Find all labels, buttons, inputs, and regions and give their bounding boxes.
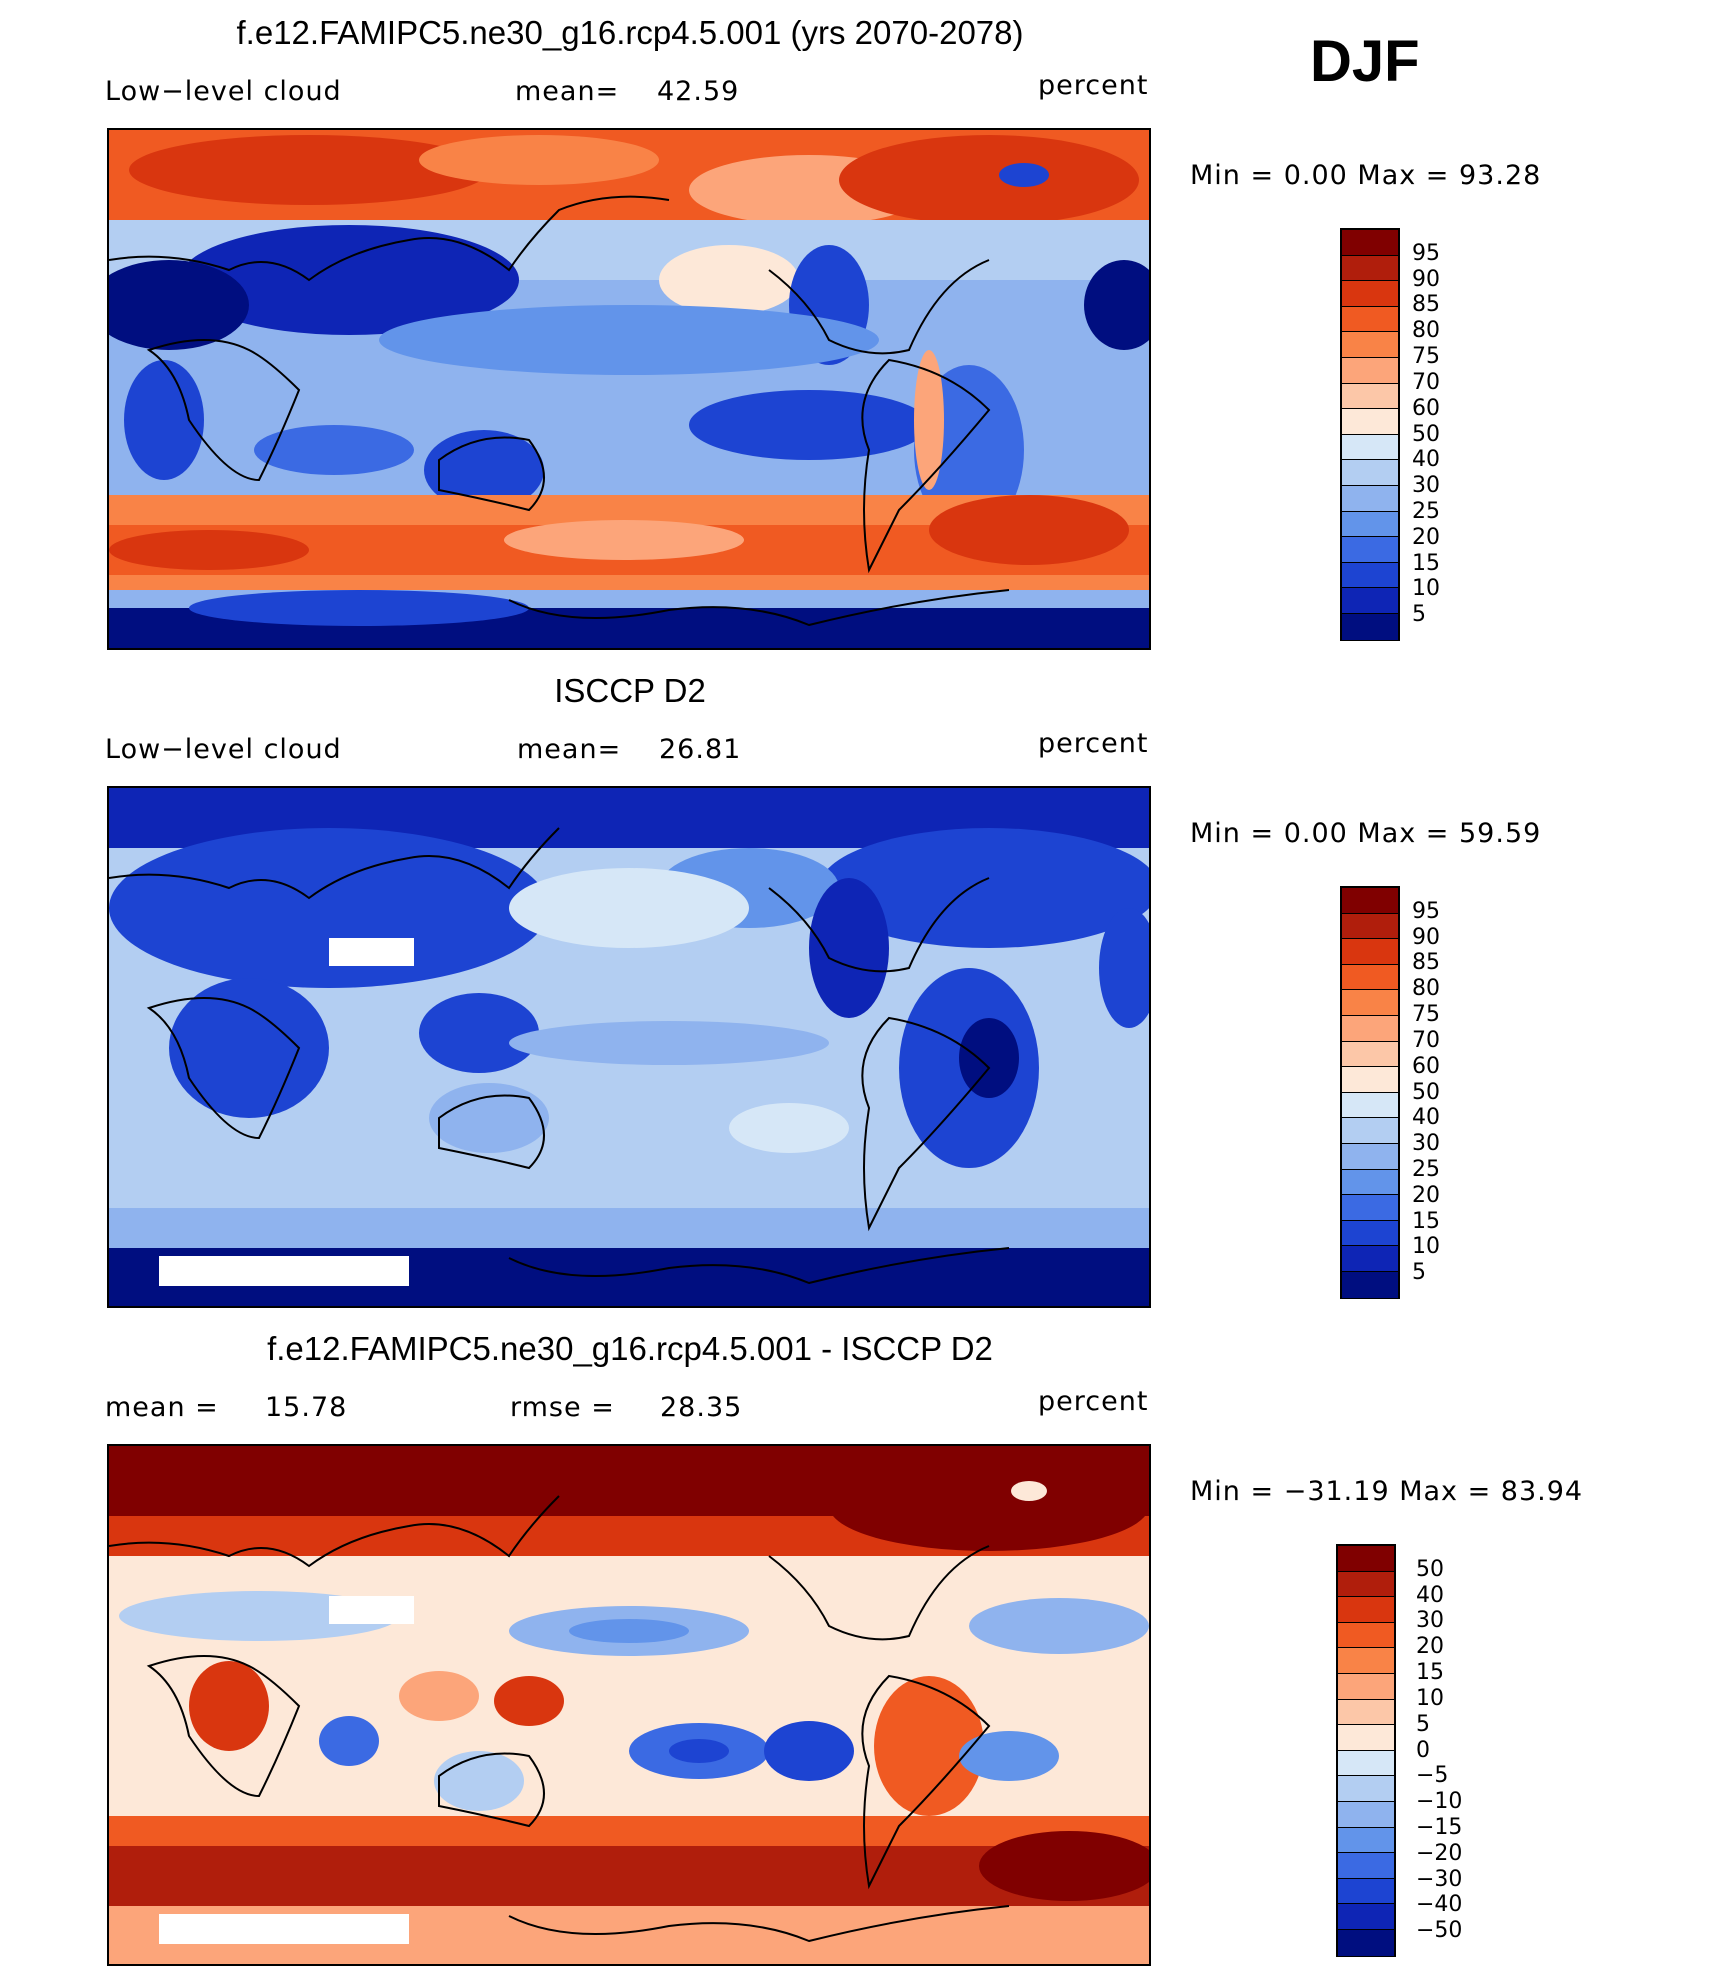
colorbar-tick-label: 5 — [1412, 602, 1426, 628]
colorbar-tick-label: 15 — [1416, 1660, 1444, 1686]
colorbar-tick-label: 10 — [1412, 1234, 1440, 1260]
panel3-missing-antarctica — [159, 1914, 409, 1944]
colorbar-tick-label: −20 — [1416, 1840, 1463, 1866]
colorbar-tick-label: 30 — [1412, 473, 1440, 499]
colorbar-tick-label: 90 — [1412, 924, 1440, 950]
colorbar-tick-label: 75 — [1412, 344, 1440, 370]
colorbar-tick-label: 5 — [1416, 1711, 1430, 1737]
colorbar-tick-label: 40 — [1412, 447, 1440, 473]
panel1-asia-low — [179, 225, 519, 335]
colorbar-tick-label: 40 — [1412, 1105, 1440, 1131]
colorbar-tick-label: 85 — [1412, 950, 1440, 976]
colorbar-tick-label: 40 — [1416, 1582, 1444, 1608]
panel1-minmax: Min = 0.00 Max = 93.28 — [1190, 160, 1542, 191]
panel1-variable-label: Low−level cloud — [105, 76, 342, 107]
panel2-units-label: percent — [1038, 728, 1149, 759]
colorbar-tick-label: 50 — [1416, 1556, 1444, 1582]
panel1-mean-value: 42.59 — [657, 76, 740, 107]
panel1-map — [107, 128, 1151, 650]
panel2-title: ISCCP D2 — [554, 672, 706, 709]
panel3-missing-tibet — [329, 1596, 414, 1624]
colorbar-tick-label: 70 — [1412, 369, 1440, 395]
colorbar-tick-label: 0 — [1416, 1737, 1430, 1763]
colorbar-tick-label: −40 — [1416, 1892, 1463, 1918]
panel3-map-svg — [109, 1446, 1149, 1964]
colorbar-tick-label: 50 — [1412, 421, 1440, 447]
panel3-map — [107, 1444, 1151, 1966]
colorbar-tick-label: 20 — [1416, 1634, 1444, 1660]
colorbar-tick-label: −10 — [1416, 1789, 1463, 1815]
panel2-mean-label: mean= — [517, 734, 622, 765]
colorbar-tick-label: 25 — [1412, 1156, 1440, 1182]
panel2-map-svg — [109, 788, 1149, 1306]
colorbar-tick-label: −5 — [1416, 1763, 1449, 1789]
panel3-rmse-value: 28.35 — [660, 1392, 743, 1423]
colorbar-tick-label: 30 — [1416, 1608, 1444, 1634]
season-label: DJF — [1310, 29, 1420, 94]
colorbar-tick-label: 85 — [1412, 292, 1440, 318]
colorbar-tick-label: 90 — [1412, 266, 1440, 292]
colorbar-tick-label: 60 — [1412, 1053, 1440, 1079]
colorbar-tick-label: 95 — [1412, 898, 1440, 924]
colorbar-tick-label: 25 — [1412, 498, 1440, 524]
panel3-mean-label: mean = — [105, 1392, 219, 1423]
panel1-mean-label: mean= — [515, 76, 620, 107]
panel1-colorbar — [1340, 228, 1400, 641]
panel3-mean-value: 15.78 — [265, 1392, 348, 1423]
colorbar-tick-label: 70 — [1412, 1027, 1440, 1053]
colorbar-tick-label: 10 — [1412, 576, 1440, 602]
panel1-title: f.e12.FAMIPC5.ne30_g16.rcp4.5.001 (yrs 2… — [236, 14, 1024, 51]
panel3-minmax: Min = −31.19 Max = 83.94 — [1190, 1476, 1584, 1507]
colorbar-tick-label: 75 — [1412, 1002, 1440, 1028]
panel2-mean-value: 26.81 — [659, 734, 742, 765]
panel1-map-svg — [109, 130, 1149, 648]
colorbar-tick-label: −30 — [1416, 1866, 1463, 1892]
panel3-title: f.e12.FAMIPC5.ne30_g16.rcp4.5.001 - ISCC… — [267, 1330, 993, 1367]
colorbar-tick-label: 30 — [1412, 1131, 1440, 1157]
panel3-colorbar — [1336, 1544, 1396, 1957]
colorbar-tick-label: 80 — [1412, 318, 1440, 344]
colorbar-tick-label: 10 — [1416, 1685, 1444, 1711]
colorbar-tick-label: 80 — [1412, 976, 1440, 1002]
panel2-colorbar — [1340, 886, 1400, 1299]
colorbar-tick-label: −50 — [1416, 1918, 1463, 1944]
colorbar-tick-label: 20 — [1412, 1182, 1440, 1208]
colorbar-tick-label: 95 — [1412, 240, 1440, 266]
panel2-minmax: Min = 0.00 Max = 59.59 — [1190, 818, 1542, 849]
colorbar-tick-label: 20 — [1412, 524, 1440, 550]
panel3-rmse-label: rmse = — [510, 1392, 615, 1423]
panel3-units-label: percent — [1038, 1386, 1149, 1417]
panel1-units-label: percent — [1038, 70, 1149, 101]
colorbar-tick-label: −15 — [1416, 1814, 1463, 1840]
colorbar-tick-label: 15 — [1412, 550, 1440, 576]
colorbar-tick-label: 60 — [1412, 395, 1440, 421]
colorbar-tick-label: 15 — [1412, 1208, 1440, 1234]
panel2-missing-tibet — [329, 938, 414, 966]
colorbar-tick-label: 50 — [1412, 1079, 1440, 1105]
panel2-map — [107, 786, 1151, 1308]
panel2-variable-label: Low−level cloud — [105, 734, 342, 765]
colorbar-tick-label: 5 — [1412, 1260, 1426, 1286]
panel2-missing-antarctica — [159, 1256, 409, 1286]
